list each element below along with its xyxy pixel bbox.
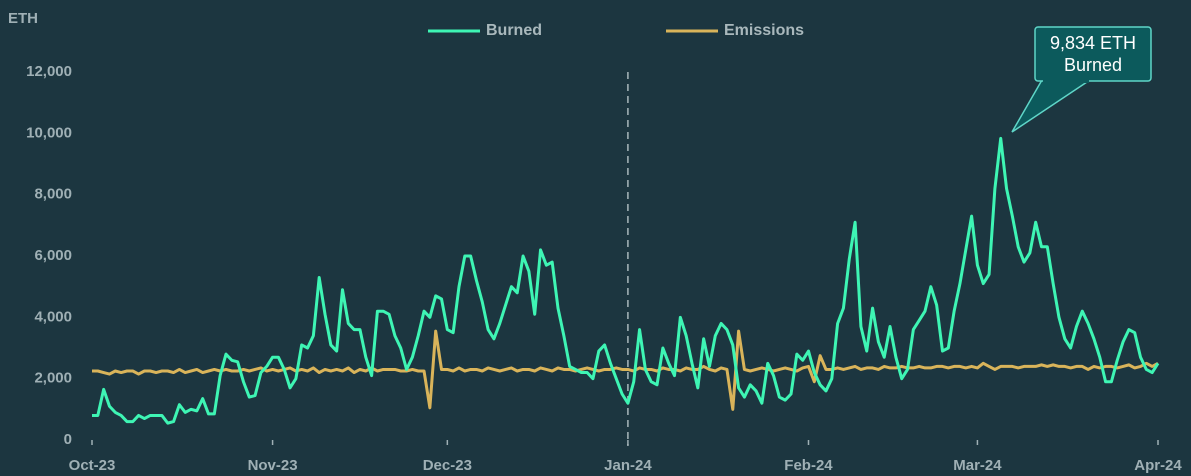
annotation-text: 9,834 ETH	[1050, 33, 1136, 53]
x-tick-label: Jan-24	[604, 457, 652, 474]
x-tick-label: Oct-23	[69, 457, 116, 474]
legend-label: Emissions	[724, 22, 804, 39]
x-tick-label: Nov-23	[248, 457, 298, 474]
series-line	[92, 329, 1159, 411]
x-tick-label: Dec-23	[423, 457, 472, 474]
y-tick-label: 8,000	[34, 186, 72, 203]
y-tick-label: 4,000	[34, 308, 72, 325]
y-tick-label: 6,000	[34, 247, 72, 264]
annotation-joint	[1043, 78, 1089, 83]
y-tick-label: 12,000	[26, 63, 72, 80]
legend-label: Burned	[486, 22, 542, 39]
y-tick-label: 2,000	[34, 370, 72, 387]
x-tick-label: Mar-24	[953, 457, 1002, 474]
annotation: 9,834 ETH Burned	[1011, 26, 1152, 133]
y-tick-label: 10,000	[26, 124, 72, 141]
series-line	[92, 136, 1160, 425]
x-tick-label: Apr-24	[1134, 457, 1182, 474]
annotation-box	[1034, 26, 1152, 82]
annotation-text: Burned	[1064, 55, 1122, 75]
x-tick-label: Feb-24	[784, 457, 833, 474]
y-axis-label: ETH	[8, 10, 38, 27]
y-tick-label: 0	[64, 431, 72, 448]
